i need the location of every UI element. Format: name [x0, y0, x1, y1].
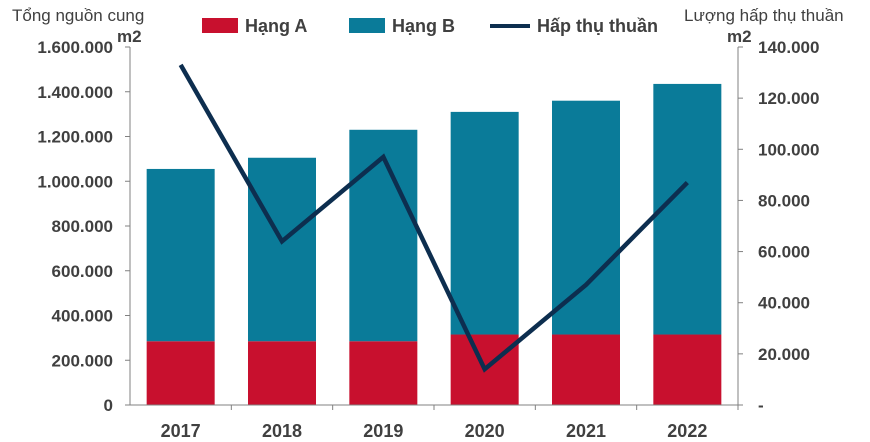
right-axis-unit: m2: [727, 27, 752, 46]
x-tick-label-2020: 2020: [465, 421, 505, 441]
left-axis-title: Tổng nguồn cung: [12, 6, 144, 25]
right-tick-label: 140.000: [758, 38, 819, 57]
x-tick-label-2017: 2017: [161, 421, 201, 441]
bar-hạng-b-2020: [450, 111, 519, 335]
left-tick-label: 800.000: [52, 217, 113, 236]
bar-hạng-a-2018: [248, 341, 316, 405]
bar-hạng-a-2019: [349, 341, 418, 405]
legend-label-hang-b: Hạng B: [392, 16, 455, 36]
bar-hạng-a-2021: [552, 334, 620, 405]
left-tick-label: 0: [104, 396, 113, 415]
left-tick-label: 1.000.000: [37, 172, 113, 191]
bar-hạng-a-2022: [653, 334, 722, 405]
line-hap-thu-thuan: [178, 63, 689, 373]
bar-hạng-b-2022: [653, 83, 722, 335]
legend-label-hang-a: Hạng A: [245, 16, 307, 36]
right-tick-label: 60.000: [758, 243, 810, 262]
left-tick-label: 200.000: [52, 351, 113, 370]
bar-hạng-b-2017: [146, 168, 215, 342]
right-tick-label: 100.000: [758, 140, 819, 159]
bar-hạng-b-2018: [248, 157, 316, 342]
left-tick-label: 400.000: [52, 307, 113, 326]
bar-hạng-b-2019: [349, 129, 418, 342]
legend: Hạng A Hạng B Hấp thụ thuần: [202, 16, 658, 36]
left-tick-label: 1.400.000: [37, 83, 113, 102]
legend-swatch-hang-a: [202, 18, 238, 33]
right-axis-title: Lượng hấp thụ thuần: [684, 6, 844, 25]
right-tick-label: -: [758, 396, 764, 415]
bar-hạng-a-2017: [146, 341, 215, 405]
left-tick-label: 1.600.000: [37, 38, 113, 57]
right-tick-label: 40.000: [758, 294, 810, 313]
x-tick-label-2018: 2018: [262, 421, 302, 441]
left-tick-label: 600.000: [52, 262, 113, 281]
right-tick-label: 80.000: [758, 191, 810, 210]
left-axis-unit: m2: [117, 27, 142, 46]
plot-area: 2017 2018 2019 2020 2021 2022 0 200.000 400.000 6…: [37, 38, 819, 441]
left-tick-label: 1.200.000: [37, 128, 113, 147]
legend-swatch-hang-b: [349, 18, 385, 33]
x-tick-label-2022: 2022: [667, 421, 707, 441]
x-tick-label-2021: 2021: [566, 421, 606, 441]
right-tick-label: 20.000: [758, 345, 810, 364]
legend-label-hap-thu: Hấp thụ thuần: [537, 16, 658, 36]
x-tick-label-2019: 2019: [363, 421, 403, 441]
right-tick-label: 120.000: [758, 89, 819, 108]
bar-hạng-b-2021: [552, 100, 620, 335]
